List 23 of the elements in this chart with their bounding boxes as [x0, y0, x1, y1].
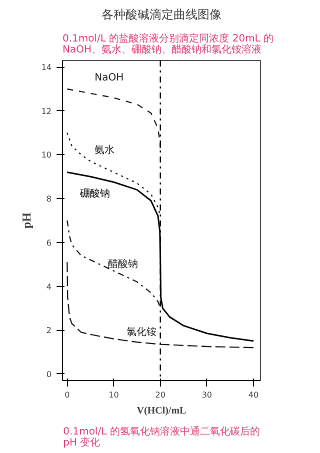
y-tick-label: 8 [46, 194, 52, 204]
series-label: 醋酸钠 [108, 258, 138, 270]
x-tick-label: 10 [108, 390, 119, 400]
series-label: 硼酸钠 [79, 188, 110, 200]
x-tick-label: 0 [64, 390, 70, 400]
y-tick-label: 0 [46, 370, 52, 379]
text: 0.1mol/L 的氢氧化钠溶液中通二氧化碳后的 pH 变化 [63, 426, 260, 448]
y-tick-label: 14 [41, 63, 52, 72]
y-tick-label: 6 [46, 238, 52, 248]
y-axis-title: pH [19, 212, 34, 229]
x-axis-title: V(HCl)/mL [136, 406, 187, 416]
y-tick-label: 2 [46, 326, 52, 336]
chart-subtitle: 0.1mol/L 的盐酸溶液分别滴定同浓度 20mL 的 NaOH、氨水、硼酸钠、醋酸钠和氯化铵溶液 [62, 32, 274, 56]
y-tick-label: 4 [46, 282, 52, 292]
x-tick-label: 30 [202, 390, 212, 400]
series-label: 氯化铵 [126, 326, 157, 338]
x-tick-label: 20 [155, 390, 166, 400]
series-label: 氨水 [94, 144, 114, 156]
chart-title: 各种酸碱滴定曲线图像 [102, 8, 222, 22]
series-label: NaOH [94, 72, 124, 84]
x-tick-label: 40 [248, 390, 259, 400]
y-tick-label: 10 [41, 150, 52, 160]
y-tick-label: 12 [41, 106, 52, 116]
